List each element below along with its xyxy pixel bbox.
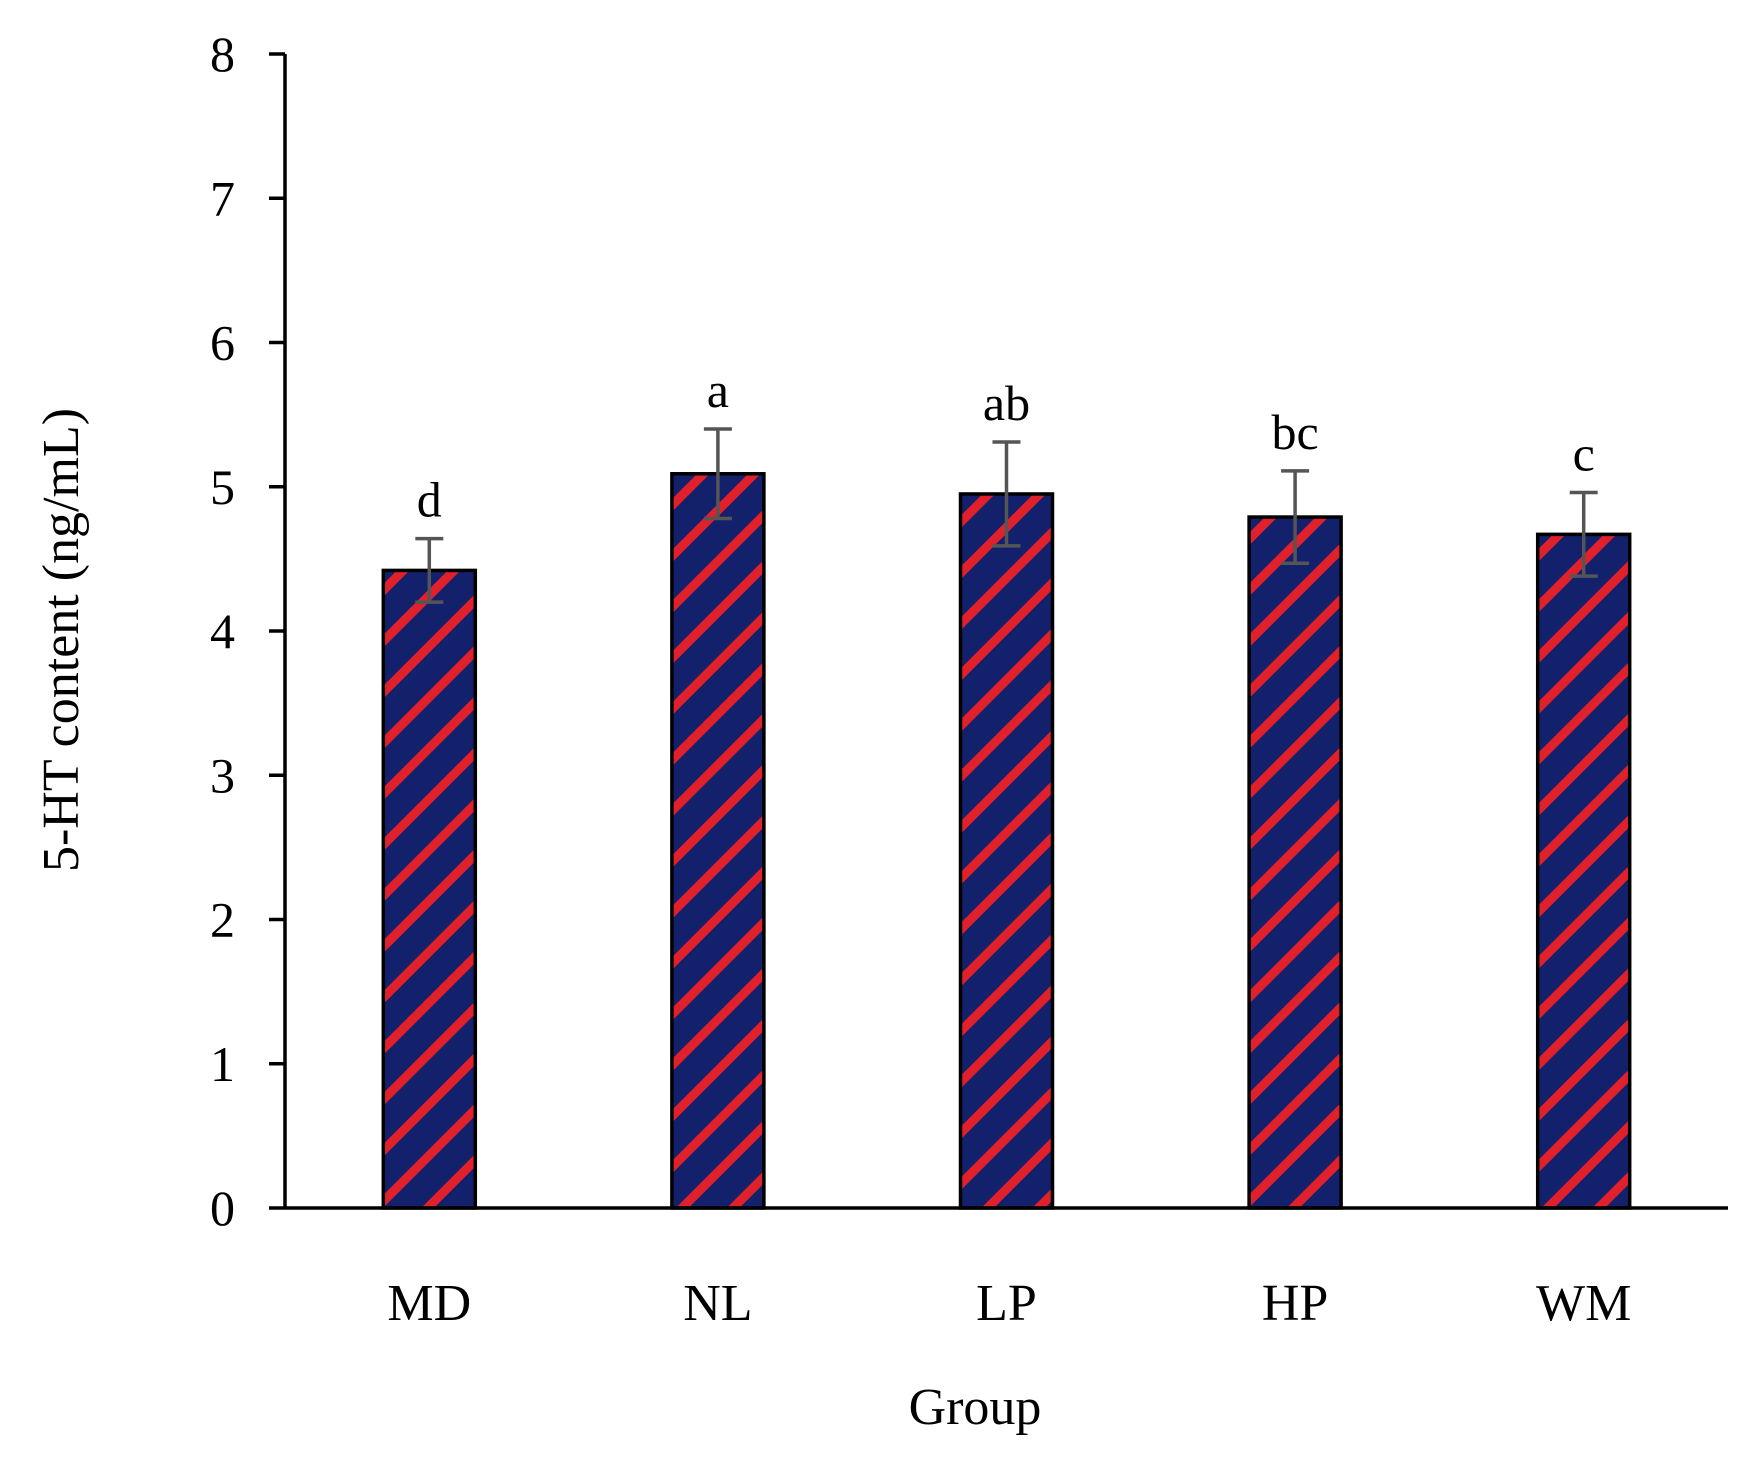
error-bar-md	[415, 536, 444, 604]
bar-md	[381, 568, 478, 1210]
y-tick-label-1: 1	[210, 1036, 235, 1092]
x-tick-label-md: MD	[387, 1275, 471, 1332]
error-bar-wm	[1569, 490, 1598, 578]
significance-labels-group: d a ab bc c	[417, 362, 1595, 528]
bars-group	[381, 472, 1632, 1210]
x-tick-label-lp: LP	[976, 1275, 1037, 1332]
significance-label-md: d	[417, 472, 442, 528]
y-tick-label-3: 3	[210, 747, 235, 803]
y-tick-label-8: 8	[210, 26, 235, 82]
significance-label-hp: bc	[1271, 404, 1318, 460]
x-tick-label-nl: NL	[683, 1275, 752, 1332]
x-labels-group: MD NL LP HP WM	[387, 1275, 1631, 1332]
bar-hp	[1247, 515, 1343, 1210]
error-bar-nl	[703, 427, 732, 521]
significance-label-lp: ab	[983, 375, 1030, 431]
y-ticks-group: 0 1 2 3 4 5 6 7 8	[210, 26, 285, 1236]
y-tick-label-5: 5	[210, 459, 235, 515]
error-bar-lp	[992, 440, 1021, 548]
y-tick-label-2: 2	[210, 892, 235, 948]
significance-label-wm: c	[1573, 426, 1595, 482]
bar-wm	[1535, 532, 1632, 1210]
bar-nl	[670, 472, 766, 1210]
bar-lp	[958, 492, 1055, 1210]
y-axis-title: 5-HT content (ng/mL)	[33, 408, 90, 872]
x-axis-title: Group	[909, 1379, 1042, 1436]
error-bar-hp	[1281, 469, 1310, 565]
y-tick-label-7: 7	[210, 170, 235, 226]
x-tick-label-hp: HP	[1262, 1275, 1328, 1332]
y-tick-label-4: 4	[210, 603, 235, 659]
significance-label-nl: a	[707, 362, 729, 418]
y-tick-label-6: 6	[210, 315, 235, 371]
x-tick-label-wm: WM	[1536, 1275, 1631, 1332]
error-bars-group	[415, 427, 1598, 604]
y-tick-label-0: 0	[210, 1180, 235, 1236]
